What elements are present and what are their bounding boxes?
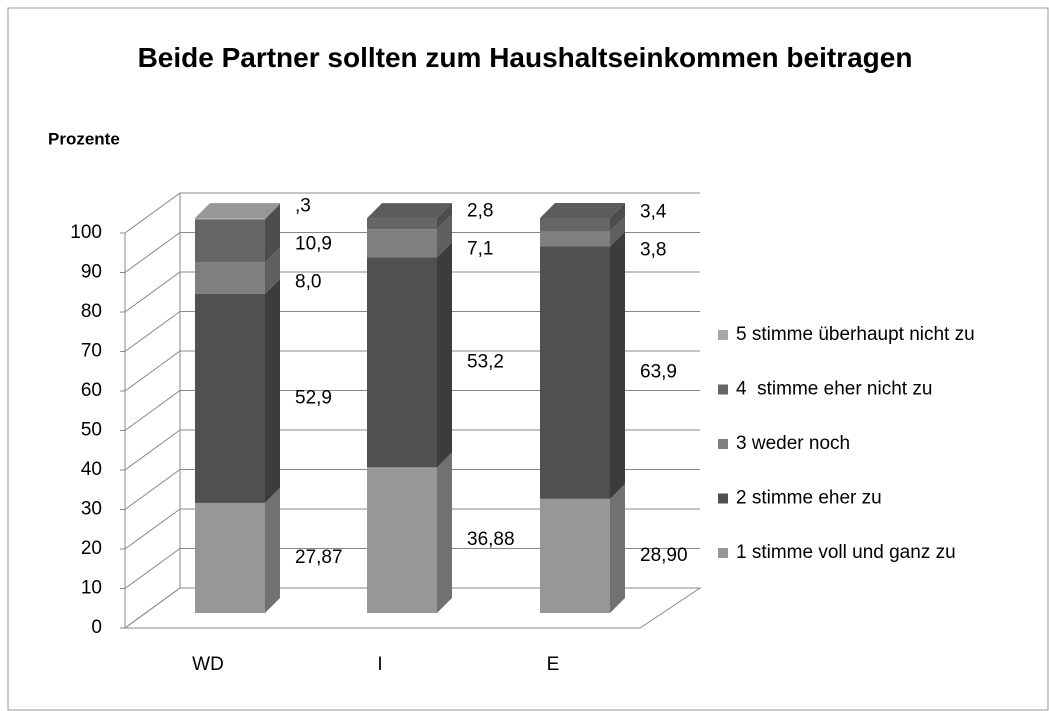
grid-line <box>124 311 700 352</box>
value-label: 52,9 <box>295 387 332 408</box>
bar-top <box>367 203 452 219</box>
legend-label: 1 stimme voll und ganz zu <box>736 542 956 563</box>
y-tick-label: 70 <box>81 341 102 362</box>
bar-top <box>195 203 280 219</box>
bar-side <box>610 483 625 613</box>
grid-line <box>124 350 700 392</box>
chart-border <box>7 7 1049 711</box>
bar-top <box>540 203 625 218</box>
bar-side <box>265 203 280 220</box>
bar-side <box>437 242 452 468</box>
bar-side <box>265 247 280 294</box>
grid-line <box>124 271 700 313</box>
legend-swatch <box>718 384 728 395</box>
x-tick-label: E <box>547 654 560 675</box>
bar-segment <box>367 229 437 258</box>
grid-line <box>124 508 700 550</box>
grid-line <box>124 587 700 629</box>
bar-side <box>610 216 625 247</box>
legend-label: 4 stimme eher nicht zu <box>736 379 932 400</box>
bar-segment <box>195 502 265 613</box>
bar-side <box>610 231 625 499</box>
bar-segment <box>540 246 610 499</box>
y-tick-label: 10 <box>81 578 102 599</box>
value-label: 27,87 <box>295 547 343 568</box>
value-label: 7,1 <box>467 239 493 260</box>
value-label: 3,4 <box>640 202 667 223</box>
bar-segment <box>195 262 265 294</box>
bar-segment <box>195 293 265 503</box>
y-tick-label: 80 <box>81 301 102 322</box>
bar-side <box>437 214 452 258</box>
value-label: 3,8 <box>640 240 666 261</box>
legend-swatch <box>718 330 728 340</box>
bar-segment <box>540 498 610 613</box>
value-label: 10,9 <box>295 234 332 255</box>
bar-side <box>265 487 280 613</box>
y-tick-label: 60 <box>81 380 102 401</box>
y-tick-label: 40 <box>81 459 102 480</box>
y-tick-label: 90 <box>81 262 102 283</box>
value-label: ,3 <box>295 196 311 217</box>
bar-side <box>265 278 280 503</box>
value-label: 28,90 <box>640 545 688 566</box>
bar-side <box>437 203 452 230</box>
x-tick-label: I <box>377 654 382 675</box>
legend-swatch <box>718 548 728 558</box>
legend-swatch <box>718 439 728 449</box>
bar-segment <box>540 218 610 232</box>
legend-label: 5 stimme überhaupt nicht zu <box>736 324 975 345</box>
grid-line <box>124 469 700 510</box>
grid-line <box>124 548 700 589</box>
bar-segment <box>195 218 265 220</box>
y-tick-label: 50 <box>81 420 102 441</box>
grid-line <box>124 390 700 431</box>
grid-line <box>124 429 700 471</box>
grid-line <box>124 192 700 234</box>
chart-title: Beide Partner sollten zum Haushaltseinko… <box>137 42 913 73</box>
bar-segment <box>367 218 437 230</box>
y-tick-label: 0 <box>91 617 102 638</box>
bar-segment <box>367 467 437 613</box>
y-tick-label: 30 <box>81 499 102 520</box>
bar-segment <box>195 219 265 263</box>
bar-segment <box>540 231 610 247</box>
legend-label: 3 weder noch <box>736 433 850 454</box>
x-tick-label: WD <box>192 654 224 675</box>
value-label: 63,9 <box>640 362 677 383</box>
legend-label: 2 stimme eher zu <box>736 488 882 509</box>
value-label: 8,0 <box>295 272 321 293</box>
value-label: 36,88 <box>467 529 515 550</box>
value-label: 53,2 <box>467 351 504 372</box>
grid-line <box>124 232 700 273</box>
y-tick-label: 20 <box>81 538 102 559</box>
legend-swatch <box>718 493 728 504</box>
bar-side <box>437 452 452 613</box>
y-tick-label: 100 <box>70 222 102 243</box>
bar-side <box>265 204 280 263</box>
bar-segment <box>367 257 437 468</box>
y-axis-label: Prozente <box>48 129 120 148</box>
bar-side <box>610 203 625 232</box>
value-label: 2,8 <box>467 201 493 222</box>
